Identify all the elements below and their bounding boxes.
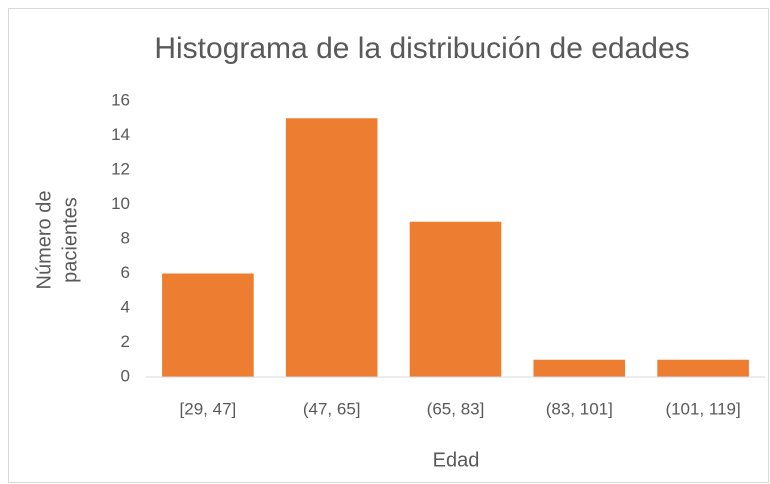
y-tick-label: 8 — [121, 228, 130, 247]
y-tick-label: 0 — [121, 366, 130, 385]
y-tick-label: 12 — [111, 159, 130, 178]
y-tick-label: 2 — [121, 332, 130, 351]
y-axis-title-line: Número de — [33, 191, 55, 290]
x-axis-title: Edad — [433, 449, 480, 471]
bar — [409, 221, 502, 377]
x-tick-label: (83, 101] — [546, 399, 613, 418]
x-tick-label: [29, 47] — [180, 399, 237, 418]
chart-title: Histograma de la distribución de edades — [154, 32, 689, 65]
x-tick-label: (65, 83] — [427, 399, 485, 418]
y-tick-label: 6 — [121, 263, 130, 282]
x-tick-label: (101, 119] — [665, 399, 740, 418]
y-tick-label: 16 — [111, 90, 130, 109]
bar — [533, 359, 626, 377]
bar — [657, 359, 749, 377]
y-tick-label: 10 — [111, 194, 130, 213]
x-tick-label: (47, 65] — [303, 399, 361, 418]
y-tick-label: 14 — [111, 125, 130, 144]
y-tick-label: 4 — [121, 297, 130, 316]
y-axis-title-line: pacientes — [59, 197, 81, 283]
bar — [285, 118, 378, 377]
y-axis-title: Número de pacientes — [33, 191, 81, 290]
bar — [162, 273, 254, 377]
chart-frame — [8, 8, 769, 483]
